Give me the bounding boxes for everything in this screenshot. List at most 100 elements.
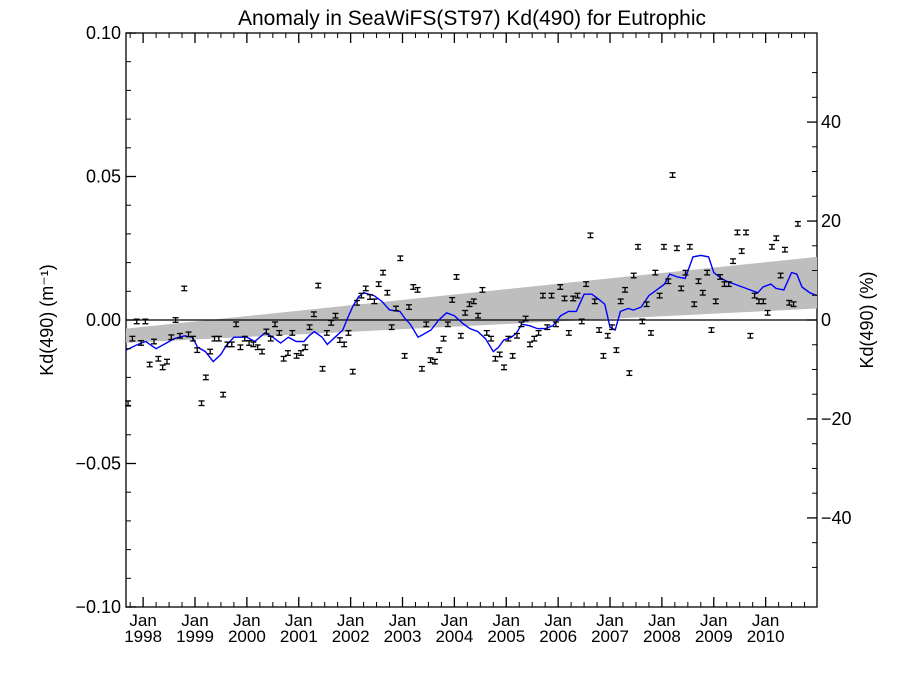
data-point bbox=[583, 281, 590, 288]
data-point bbox=[293, 352, 300, 359]
right-axis: 40 20 0 −20 −40 bbox=[807, 72, 852, 568]
data-point bbox=[794, 220, 801, 227]
data-point bbox=[341, 341, 348, 348]
data-point bbox=[397, 255, 404, 262]
data-point bbox=[717, 274, 724, 280]
right-tick-label: 40 bbox=[821, 112, 841, 132]
data-point bbox=[358, 292, 365, 299]
data-point bbox=[142, 318, 149, 325]
data-point bbox=[738, 248, 745, 255]
data-point bbox=[751, 292, 758, 299]
data-point bbox=[483, 329, 490, 336]
data-point bbox=[328, 319, 335, 326]
data-point bbox=[202, 374, 209, 381]
data-point bbox=[259, 348, 266, 355]
data-point bbox=[462, 309, 469, 316]
data-point bbox=[548, 292, 555, 299]
data-point bbox=[604, 332, 611, 339]
data-point bbox=[423, 321, 430, 328]
data-point bbox=[570, 295, 577, 302]
data-point bbox=[151, 338, 158, 345]
data-point bbox=[470, 298, 477, 305]
data-point bbox=[176, 332, 183, 339]
data-point bbox=[310, 311, 317, 318]
data-point bbox=[587, 232, 594, 239]
data-point bbox=[509, 352, 516, 359]
data-point bbox=[418, 365, 425, 372]
data-point bbox=[647, 329, 654, 336]
data-point bbox=[466, 301, 473, 308]
x-tick-month-label: Jan bbox=[648, 611, 675, 630]
data-point bbox=[764, 309, 771, 316]
data-point bbox=[518, 321, 525, 328]
data-point bbox=[146, 361, 153, 368]
chart-title: Anomaly in SeaWiFS(ST97) Kd(490) for Eut… bbox=[238, 7, 706, 30]
data-point bbox=[172, 317, 179, 323]
data-point bbox=[198, 400, 205, 407]
x-tick-month-label: Jan bbox=[285, 611, 312, 630]
data-point bbox=[639, 318, 646, 325]
data-point bbox=[734, 229, 741, 236]
left-tick-label: 0.00 bbox=[86, 310, 121, 330]
data-point bbox=[673, 245, 680, 252]
data-point bbox=[168, 334, 175, 341]
data-point bbox=[440, 335, 447, 342]
smoothed-series-line bbox=[125, 254, 818, 363]
data-point bbox=[280, 355, 287, 362]
data-point bbox=[155, 355, 162, 362]
data-point bbox=[704, 269, 711, 276]
data-point bbox=[626, 370, 633, 377]
data-point bbox=[349, 368, 356, 375]
x-tick-month-label: Jan bbox=[493, 611, 520, 630]
left-tick-label: 0.05 bbox=[86, 167, 121, 187]
data-point bbox=[215, 335, 222, 342]
data-point bbox=[414, 286, 421, 293]
data-point bbox=[665, 278, 672, 285]
data-point bbox=[600, 352, 607, 359]
x-tick-month-label: Jan bbox=[389, 611, 416, 630]
data-point bbox=[125, 400, 132, 407]
data-point bbox=[786, 299, 793, 306]
x-tick-month-label: Jan bbox=[337, 611, 364, 630]
data-point bbox=[362, 285, 369, 292]
data-point bbox=[380, 269, 387, 276]
data-point bbox=[768, 243, 775, 250]
data-point bbox=[539, 292, 546, 299]
data-point bbox=[392, 305, 399, 312]
right-tick-label: 0 bbox=[821, 310, 831, 330]
data-point bbox=[431, 358, 438, 365]
data-point bbox=[790, 301, 797, 308]
data-point bbox=[384, 289, 391, 296]
data-point bbox=[501, 364, 508, 371]
data-point bbox=[725, 281, 732, 288]
data-point bbox=[760, 298, 767, 305]
x-tick-month-label: Jan bbox=[700, 611, 727, 630]
data-point bbox=[323, 329, 330, 336]
data-point bbox=[678, 285, 685, 292]
data-point bbox=[444, 321, 451, 328]
data-point bbox=[297, 350, 304, 356]
data-point bbox=[375, 281, 382, 288]
x-tick-year-label: 2008 bbox=[643, 627, 681, 646]
data-point bbox=[133, 318, 140, 325]
data-point bbox=[306, 324, 313, 331]
data-point bbox=[228, 341, 235, 348]
right-tick-label: 20 bbox=[821, 211, 841, 231]
data-point bbox=[513, 332, 520, 339]
data-point bbox=[712, 298, 719, 305]
data-point bbox=[453, 274, 460, 280]
data-point bbox=[449, 296, 456, 303]
left-tick-label: −0.05 bbox=[75, 454, 121, 474]
x-tick-year-label: 2003 bbox=[384, 627, 422, 646]
data-point bbox=[319, 365, 326, 372]
x-tick-year-label: 1998 bbox=[124, 627, 162, 646]
data-point bbox=[302, 344, 309, 351]
data-point bbox=[535, 329, 542, 336]
data-point bbox=[220, 391, 227, 398]
data-point bbox=[557, 284, 564, 290]
data-point bbox=[354, 299, 361, 306]
data-point bbox=[544, 324, 551, 331]
x-tick-month-label: Jan bbox=[129, 611, 156, 630]
x-tick-year-label: 2009 bbox=[695, 627, 733, 646]
data-point bbox=[410, 284, 417, 290]
